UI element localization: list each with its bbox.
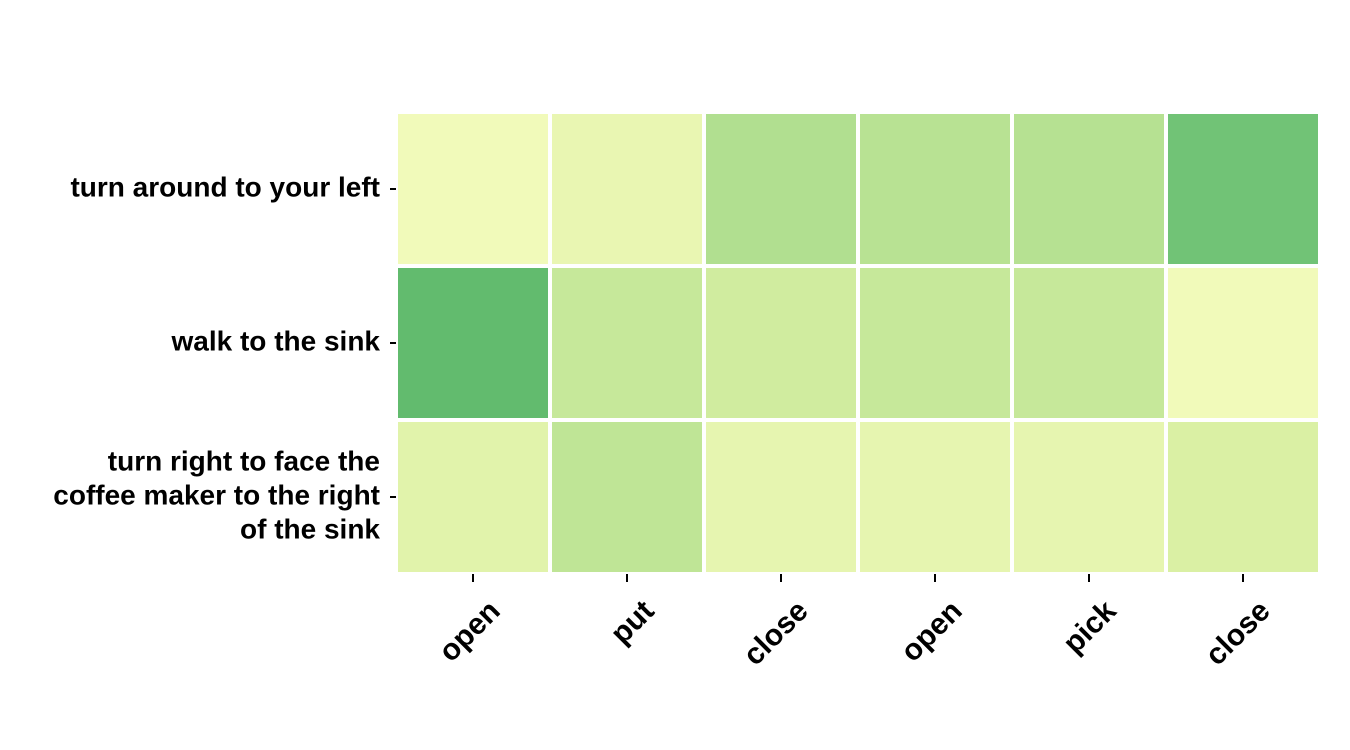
heatmap-cell-r3-c6 bbox=[1168, 422, 1318, 572]
column-label-2: put bbox=[604, 594, 660, 650]
heatmap-cell-r3-c3 bbox=[706, 422, 856, 572]
row-label-3: turn right to face the coffee maker to th… bbox=[53, 445, 380, 544]
column-label-3: close bbox=[737, 594, 815, 672]
heatmap-cell-r1-c5 bbox=[1014, 114, 1164, 264]
row-label-2-line-1: walk to the sink bbox=[171, 325, 381, 356]
heatmap-cells bbox=[398, 114, 1318, 572]
column-label-6: close bbox=[1199, 594, 1277, 672]
column-label-1: open bbox=[433, 594, 507, 668]
row-label-1: turn around to your left bbox=[70, 171, 380, 202]
row-label-3-line-1: turn right to face the bbox=[108, 445, 380, 476]
column-labels: open put close open pick close bbox=[433, 594, 1277, 672]
heatmap-cell-r1-c1 bbox=[398, 114, 548, 264]
row-ticks bbox=[390, 188, 396, 498]
row-label-1-line-1: turn around to your left bbox=[70, 171, 380, 202]
row-label-2: walk to the sink bbox=[171, 325, 381, 356]
heatmap-cell-r2-c3 bbox=[706, 268, 856, 418]
heatmap-cell-r2-c6 bbox=[1168, 268, 1318, 418]
heatmap-cell-r1-c3 bbox=[706, 114, 856, 264]
row-labels: turn around to your left walk to the sink… bbox=[53, 171, 380, 544]
row-label-3-line-2: coffee maker to the right bbox=[53, 479, 380, 510]
heatmap-cell-r2-c2 bbox=[552, 268, 702, 418]
heatmap-cell-r2-c4 bbox=[860, 268, 1010, 418]
heatmap-cell-r3-c5 bbox=[1014, 422, 1164, 572]
heatmap-cell-r3-c2 bbox=[552, 422, 702, 572]
column-ticks bbox=[472, 574, 1244, 582]
heatmap-cell-r3-c4 bbox=[860, 422, 1010, 572]
heatmap-cell-r3-c1 bbox=[398, 422, 548, 572]
heatmap-cell-r1-c6 bbox=[1168, 114, 1318, 264]
row-label-3-line-3: of the sink bbox=[240, 513, 380, 544]
column-label-4: open bbox=[895, 594, 969, 668]
heatmap-cell-r1-c4 bbox=[860, 114, 1010, 264]
heatmap-cell-r1-c2 bbox=[552, 114, 702, 264]
heatmap-cell-r2-c1 bbox=[398, 268, 548, 418]
heatmap-cell-r2-c5 bbox=[1014, 268, 1164, 418]
column-label-5: pick bbox=[1057, 594, 1123, 660]
